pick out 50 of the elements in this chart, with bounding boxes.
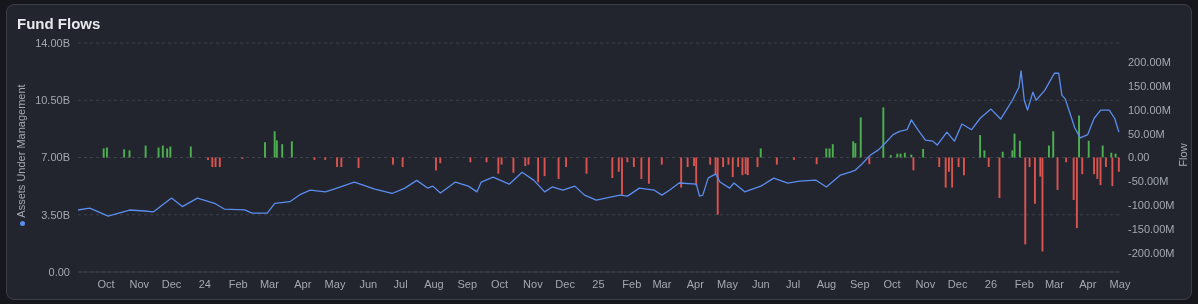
x-tick-label: Feb bbox=[228, 277, 248, 290]
y2-tick-label: 100.00M bbox=[1128, 103, 1171, 116]
y-tick-label: 10.50B bbox=[35, 94, 70, 107]
y2-tick-label: -100.00M bbox=[1128, 199, 1175, 212]
y-tick-label: 14.00B bbox=[35, 36, 70, 49]
x-tick-label: Dec bbox=[161, 277, 182, 290]
x-tick-label: Mar bbox=[1044, 277, 1065, 290]
y2-axis-title: Flow bbox=[1177, 142, 1189, 169]
y-tick-label: 7.00B bbox=[41, 151, 70, 164]
x-tick-label: Nov bbox=[523, 277, 544, 290]
x-tick-label: Apr bbox=[294, 277, 312, 290]
x-tick-label: Nov bbox=[129, 277, 150, 290]
x-tick-label: May bbox=[717, 277, 739, 290]
x-tick-label: 26 bbox=[984, 277, 998, 290]
x-tick-label: Jun bbox=[359, 277, 378, 290]
chart-title: Fund Flows bbox=[17, 15, 101, 32]
x-tick-label: Jul bbox=[393, 277, 408, 290]
x-tick-label: Apr bbox=[1079, 277, 1097, 290]
y-tick-label: 3.50B bbox=[41, 208, 70, 221]
y-tick-label: 0.00 bbox=[48, 265, 70, 278]
x-tick-label: Feb bbox=[622, 277, 642, 290]
y2-tick-label: 150.00M bbox=[1128, 79, 1171, 92]
x-tick-label: May bbox=[1109, 277, 1131, 290]
y2-tick-label: -50.00M bbox=[1128, 175, 1169, 188]
x-tick-label: Feb bbox=[1014, 277, 1034, 290]
x-tick-label: Oct bbox=[97, 277, 115, 290]
x-tick-label: May bbox=[324, 277, 346, 290]
x-tick-label: Mar bbox=[652, 277, 672, 290]
y2-tick-label: 0.00 bbox=[1128, 151, 1150, 164]
x-tick-label: Mar bbox=[259, 277, 280, 290]
y-axis-title: Assets Under Management bbox=[15, 84, 27, 218]
x-tick-label: Dec bbox=[555, 277, 576, 290]
y2-tick-label: 200.00M bbox=[1128, 55, 1171, 68]
x-tick-label: Oct bbox=[883, 277, 901, 290]
x-tick-label: Dec bbox=[947, 277, 968, 290]
x-tick-label: Sep bbox=[849, 277, 870, 290]
y2-tick-label: 50.00M bbox=[1128, 127, 1165, 140]
y2-tick-label: -200.00M bbox=[1128, 246, 1175, 259]
x-tick-label: Apr bbox=[686, 277, 705, 290]
x-tick-label: Oct bbox=[490, 277, 509, 290]
x-tick-label: 24 bbox=[198, 277, 212, 290]
x-tick-label: Nov bbox=[915, 277, 936, 290]
x-tick-label: Aug bbox=[816, 277, 837, 290]
x-tick-label: Sep bbox=[457, 277, 478, 290]
x-tick-label: Jun bbox=[751, 277, 770, 290]
line-series bbox=[78, 70, 1120, 217]
x-tick-label: Aug bbox=[424, 277, 444, 290]
x-tick-label: Jul bbox=[786, 277, 801, 290]
x-tick-label: 25 bbox=[592, 277, 605, 290]
y2-tick-label: -150.00M bbox=[1128, 222, 1175, 235]
